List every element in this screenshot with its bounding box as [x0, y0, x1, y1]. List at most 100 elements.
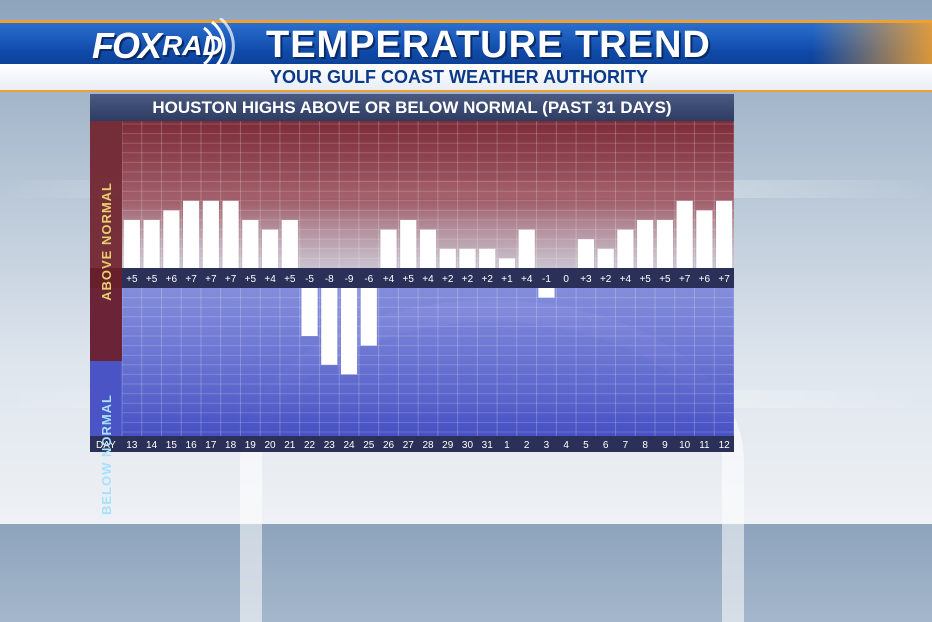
- page-title: TEMPERATURE TREND: [266, 24, 711, 66]
- day-label-strip: [90, 436, 734, 452]
- value-label: +5: [639, 274, 651, 285]
- day-label: 3: [544, 440, 550, 451]
- day-label: 12: [719, 440, 731, 451]
- day-label: 4: [563, 440, 569, 451]
- bar: [439, 248, 456, 268]
- bar: [301, 288, 318, 336]
- day-label: 30: [462, 440, 474, 451]
- value-label: +4: [620, 274, 632, 285]
- bar: [538, 288, 555, 298]
- chart-title: HOUSTON HIGHS ABOVE OR BELOW NORMAL (PAS…: [90, 94, 734, 121]
- bar: [380, 229, 397, 268]
- day-label: 2: [524, 440, 530, 451]
- bar: [479, 248, 496, 268]
- value-label: +7: [718, 274, 730, 285]
- bar: [281, 220, 298, 268]
- value-label: +4: [383, 274, 395, 285]
- bar: [597, 248, 614, 268]
- day-label: 9: [662, 440, 668, 451]
- value-label: +5: [245, 274, 257, 285]
- day-label: 26: [383, 440, 395, 451]
- below-normal-text: BELOW NORMAL: [98, 394, 114, 516]
- bar: [518, 229, 535, 268]
- above-normal-text: ABOVE NORMAL: [98, 181, 114, 301]
- page-subtitle: YOUR GULF COAST WEATHER AUTHORITY: [270, 67, 648, 87]
- bar: [419, 229, 437, 268]
- bar: [261, 229, 279, 268]
- day-label: 18: [225, 440, 237, 451]
- temperature-chart: +5 +5 +6 +7 +7 +7 +5 +4 +5 -5 -8 -9 -6 +4 +5 +4 +2 +2 +2 +1…: [90, 121, 734, 452]
- value-label: -8: [325, 274, 334, 285]
- chart-grid: [121, 121, 734, 436]
- value-label: +7: [225, 274, 237, 285]
- bar: [340, 288, 358, 375]
- bar: [400, 220, 417, 268]
- day-label: 11: [699, 440, 710, 451]
- day-label: 27: [403, 440, 415, 451]
- logo-fox-text: FOX: [92, 25, 162, 66]
- day-label: 31: [482, 440, 494, 451]
- day-label: 24: [343, 440, 355, 451]
- day-label: 22: [304, 440, 316, 451]
- day-label: 7: [623, 440, 629, 451]
- bar: [716, 200, 733, 268]
- day-label: 5: [583, 440, 589, 451]
- value-label: +4: [422, 274, 434, 285]
- bar: [360, 288, 377, 346]
- day-label: 25: [363, 440, 375, 451]
- value-label: +6: [699, 274, 711, 285]
- day-label: 19: [245, 440, 257, 451]
- day-labels: 13 14 15 16 17 18 19 20 21 22 23 24 25 26 27 28 29 30 31 1 2…: [126, 440, 730, 451]
- bar: [222, 200, 239, 268]
- chart-panel: +5 +5 +6 +7 +7 +7 +5 +4 +5 -5 -8 -9 -6 +4 +5 +4 +2 +2 +2 +1…: [90, 94, 734, 516]
- value-label: +5: [659, 274, 671, 285]
- day-label: 28: [422, 440, 434, 451]
- day-axis-label: DAY: [96, 440, 116, 451]
- value-label: +7: [679, 274, 691, 285]
- bar: [676, 200, 693, 268]
- value-label: -9: [345, 274, 354, 285]
- bar: [617, 229, 634, 268]
- day-label: 15: [166, 440, 178, 451]
- day-label: 20: [265, 440, 277, 451]
- value-label: -6: [364, 274, 373, 285]
- value-label: +2: [482, 274, 494, 285]
- value-label: +5: [403, 274, 415, 285]
- value-label: +2: [442, 274, 454, 285]
- chart-bars: [123, 200, 733, 375]
- day-label: 10: [679, 440, 691, 451]
- bar: [143, 220, 160, 268]
- day-label: 29: [442, 440, 454, 451]
- day-label: 16: [186, 440, 198, 451]
- bar: [202, 200, 219, 268]
- below-normal-label: BELOW NORMAL: [90, 381, 122, 529]
- day-label: 17: [205, 440, 217, 451]
- value-label: +5: [146, 274, 158, 285]
- value-label: +2: [462, 274, 474, 285]
- value-label: -5: [305, 274, 314, 285]
- day-label: 8: [642, 440, 648, 451]
- day-label: 13: [126, 440, 138, 451]
- value-label: +5: [126, 274, 138, 285]
- value-label: +4: [521, 274, 533, 285]
- bar: [459, 248, 476, 268]
- bar: [183, 200, 200, 268]
- value-label-strip: [90, 268, 734, 288]
- bar: [696, 210, 713, 268]
- bar: [498, 258, 516, 268]
- bar: [577, 239, 595, 268]
- day-label: 1: [504, 440, 510, 451]
- value-labels: +5 +5 +6 +7 +7 +7 +5 +4 +5 -5 -8 -9 -6 +4 +5 +4 +2 +2 +2 +1…: [126, 274, 730, 285]
- day-label: 14: [146, 440, 158, 451]
- subtitle-bar: [0, 64, 932, 92]
- value-label: +4: [264, 274, 276, 285]
- value-label: -1: [542, 274, 551, 285]
- value-label: +5: [284, 274, 296, 285]
- bar: [242, 220, 259, 268]
- value-label: +7: [205, 274, 217, 285]
- day-label: 21: [284, 440, 296, 451]
- day-label: 6: [603, 440, 609, 451]
- bar: [321, 288, 338, 365]
- bar: [637, 220, 654, 268]
- value-label: +3: [580, 274, 592, 285]
